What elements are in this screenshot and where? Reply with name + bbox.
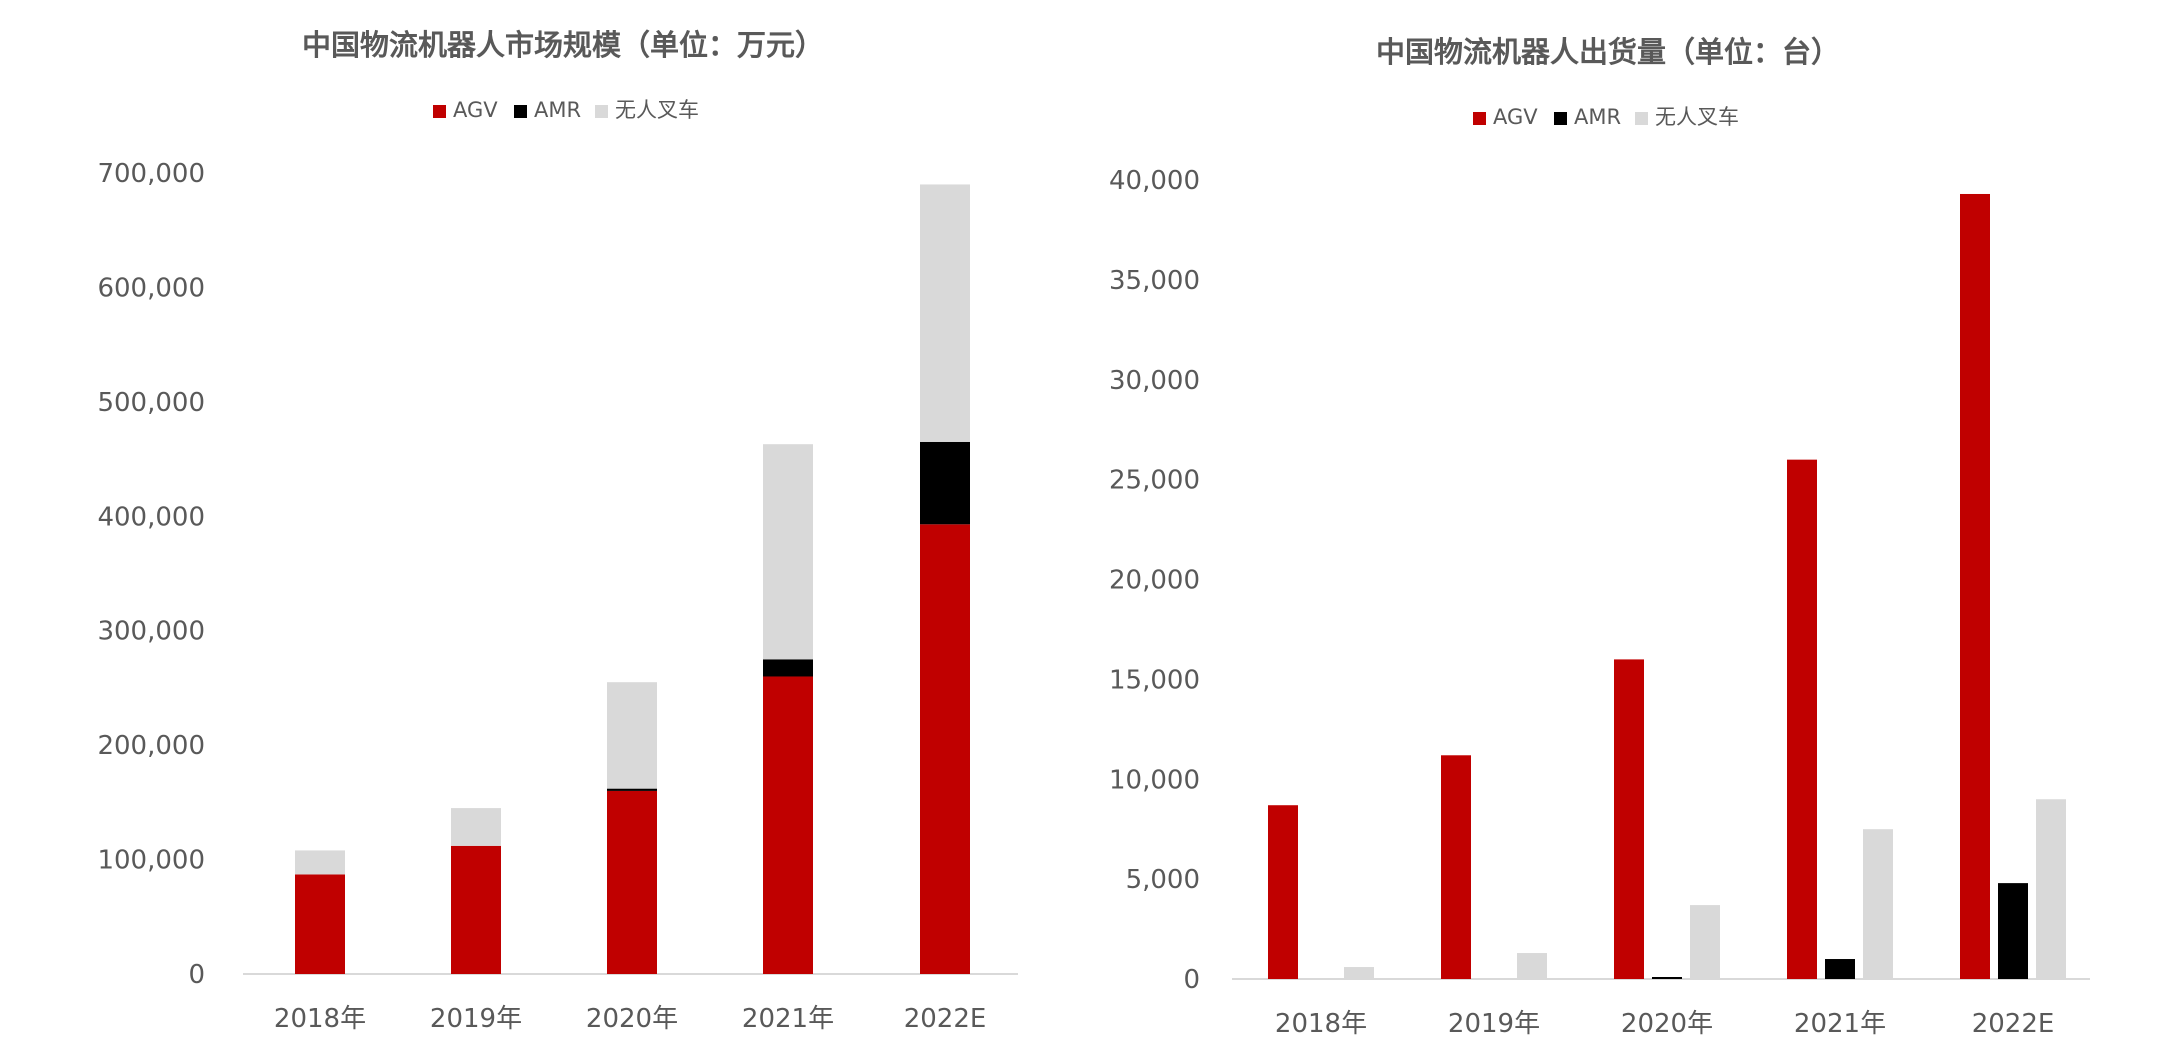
market-size-bar-agv xyxy=(920,524,970,974)
market-size-chart: 中国物流机器人市场规模（单位：万元） AGV AMR 无人叉车 0 100,000 20… xyxy=(97,28,1018,1034)
market-size-y-tick-label: 200,000 xyxy=(97,731,205,761)
shipments-bar-amr xyxy=(1825,959,1855,979)
shipments-bar-amr xyxy=(1998,883,2028,979)
market-size-bar-series-2 xyxy=(920,184,970,442)
shipments-y-tick-label: 5,000 xyxy=(1126,865,1200,895)
shipments-bar-agv xyxy=(1441,755,1471,979)
market-size-x-tick-label: 2018年 xyxy=(274,1004,366,1034)
shipments-x-tick-label: 2021年 xyxy=(1794,1009,1886,1039)
shipments-y-tick-label: 30,000 xyxy=(1109,366,1200,396)
shipments-legend: AGV AMR 无人叉车 xyxy=(1473,105,1739,129)
shipments-y-axis: 0 5,000 10,000 15,000 20,000 25,000 30,000 35,0… xyxy=(1109,166,1200,995)
shipments-y-tick-label: 20,000 xyxy=(1109,566,1200,596)
market-size-bar-amr xyxy=(920,441,970,525)
market-size-x-tick-label: 2019年 xyxy=(430,1004,522,1034)
shipments-x-tick-label: 2019年 xyxy=(1448,1009,1540,1039)
shipments-bar-agv xyxy=(1787,459,1817,979)
market-size-bar-amr xyxy=(607,788,657,791)
market-size-bar-agv xyxy=(607,790,657,974)
shipments-legend-swatch-agv xyxy=(1473,112,1486,125)
market-size-bar-series-2 xyxy=(607,682,657,789)
shipments-y-tick-label: 0 xyxy=(1183,965,1200,995)
market-size-x-tick-label: 2020年 xyxy=(586,1004,678,1034)
shipments-chart: 中国物流机器人出货量（单位：台） AGV AMR 无人叉车 0 5,000 10,000… xyxy=(1109,35,2090,1039)
market-size-y-tick-label: 600,000 xyxy=(97,273,205,303)
shipments-legend-swatch-amr xyxy=(1554,112,1567,125)
shipments-bar-series-2 xyxy=(2036,799,2066,979)
market-size-bar-agv xyxy=(763,676,813,974)
market-size-bar-series-2 xyxy=(763,444,813,660)
market-size-x-tick-label: 2021年 xyxy=(742,1004,834,1034)
shipments-bar-agv xyxy=(1960,193,1990,980)
market-size-y-tick-label: 100,000 xyxy=(97,846,205,876)
market-size-legend-swatch-series-2 xyxy=(595,105,608,118)
shipments-bars xyxy=(1268,193,2066,980)
market-size-y-tick-label: 0 xyxy=(188,960,205,990)
market-size-y-tick-label: 700,000 xyxy=(97,159,205,189)
market-size-legend-swatch-agv xyxy=(433,105,446,118)
shipments-x-tick-label: 2020年 xyxy=(1621,1009,1713,1039)
shipments-bar-agv xyxy=(1614,659,1644,979)
market-size-bar-agv xyxy=(451,845,501,974)
shipments-x-tick-label: 2018年 xyxy=(1275,1009,1367,1039)
shipments-legend-label-series-2: 无人叉车 xyxy=(1655,105,1739,129)
shipments-y-tick-label: 35,000 xyxy=(1109,266,1200,296)
market-size-y-axis: 0 100,000 200,000 300,000 400,000 500,000 600,… xyxy=(97,159,205,990)
shipments-x-tick-label: 2022E xyxy=(1972,1009,2055,1039)
shipments-legend-label-amr: AMR xyxy=(1574,105,1621,129)
market-size-bar-series-2 xyxy=(451,808,501,846)
shipments-bar-series-2 xyxy=(1863,829,1893,979)
shipments-bar-series-2 xyxy=(1344,967,1374,979)
market-size-legend: AGV AMR 无人叉车 xyxy=(433,98,699,122)
shipments-chart-title: 中国物流机器人出货量（单位：台） xyxy=(1376,35,1840,69)
market-size-chart-title: 中国物流机器人市场规模（单位：万元） xyxy=(302,28,824,62)
shipments-y-tick-label: 10,000 xyxy=(1109,765,1200,795)
shipments-y-tick-label: 40,000 xyxy=(1109,166,1200,196)
market-size-x-tick-label: 2022E xyxy=(904,1004,987,1034)
market-size-bar-series-2 xyxy=(295,850,345,875)
market-size-legend-label-series-2: 无人叉车 xyxy=(615,98,699,122)
market-size-y-tick-label: 500,000 xyxy=(97,388,205,418)
shipments-bar-amr xyxy=(1652,977,1682,979)
market-size-legend-label-agv: AGV xyxy=(453,98,498,122)
shipments-bar-series-2 xyxy=(1517,953,1547,979)
shipments-bar-series-2 xyxy=(1690,905,1720,979)
market-size-x-axis: 2018年 2019年 2020年 2021年 2022E xyxy=(274,1004,986,1034)
market-size-bar-agv xyxy=(295,874,345,974)
market-size-y-tick-label: 400,000 xyxy=(97,502,205,532)
market-size-y-tick-label: 300,000 xyxy=(97,617,205,647)
shipments-legend-label-agv: AGV xyxy=(1493,105,1538,129)
shipments-y-tick-label: 15,000 xyxy=(1109,665,1200,695)
market-size-bar-amr xyxy=(763,659,813,677)
shipments-bar-agv xyxy=(1268,805,1298,979)
market-size-bars xyxy=(295,184,970,974)
shipments-x-axis: 2018年 2019年 2020年 2021年 2022E xyxy=(1275,1009,2054,1039)
market-size-legend-swatch-amr xyxy=(514,105,527,118)
shipments-legend-swatch-series-2 xyxy=(1635,112,1648,125)
market-size-legend-label-amr: AMR xyxy=(534,98,581,122)
shipments-y-tick-label: 25,000 xyxy=(1109,466,1200,496)
